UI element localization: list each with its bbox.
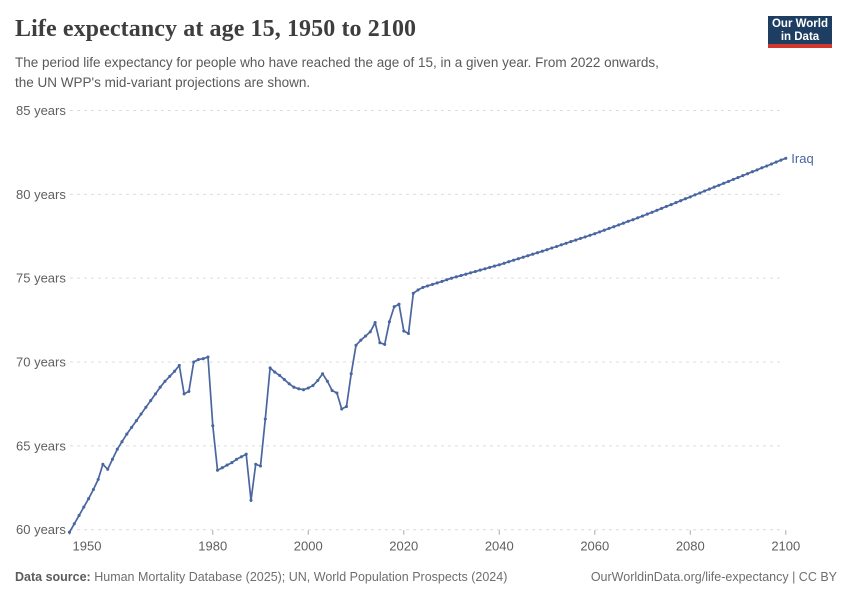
y-axis-tick-label: 65 years (16, 438, 66, 453)
x-axis-tick-label: 2100 (771, 539, 800, 554)
owid-url-license[interactable]: OurWorldinData.org/life-expectancy | CC … (590, 570, 837, 584)
data-source-text: Human Mortality Database (2025); UN, Wor… (94, 570, 508, 584)
y-axis-tick-label: 80 years (16, 187, 66, 202)
x-axis-tick-label: 2000 (294, 539, 323, 554)
owid-logo-line1: Our World (771, 18, 828, 30)
y-axis-tick-label: 85 years (16, 103, 66, 118)
y-axis-tick-label: 75 years (16, 271, 66, 286)
y-gridlines: 85 years 80 years 75 years 70 years 65 years… (16, 103, 780, 537)
x-axis: 1950 1980 2000 2020 2040 2060 2080 2100 (69, 530, 800, 554)
x-axis-tick-label: 2020 (389, 539, 418, 554)
data-line-iraq[interactable] (68, 157, 787, 534)
x-axis-tick-label: 1950 (73, 539, 102, 554)
owid-logo-line2: in Data (780, 30, 820, 43)
x-axis-tick-label: 2040 (485, 539, 514, 554)
x-axis-tick-label: 2080 (676, 539, 705, 554)
data-source-label: Data source: (15, 570, 91, 584)
x-axis-tick-label: 2060 (580, 539, 609, 554)
chart-subtitle-line1: The period life expectancy for people wh… (15, 55, 659, 70)
series-end-label[interactable]: Iraq (791, 151, 813, 166)
x-axis-tick-label: 1980 (198, 539, 227, 554)
page-title: Life expectancy at age 15, 1950 to 2100 (15, 16, 417, 42)
chart-subtitle-line2: the UN WPP's mid-variant projections are… (15, 75, 311, 90)
data-source-note: Data source: Human Mortality Database (2… (15, 570, 507, 584)
owid-logo[interactable]: Our World in Data (768, 16, 832, 48)
data-point-markers (67, 156, 788, 534)
y-axis-tick-label: 70 years (16, 355, 66, 370)
chart-footer: Data source: Human Mortality Database (2… (15, 570, 837, 584)
y-axis-tick-label: 60 years (16, 522, 66, 537)
chart-subtitle: The period life expectancy for people wh… (15, 53, 659, 93)
